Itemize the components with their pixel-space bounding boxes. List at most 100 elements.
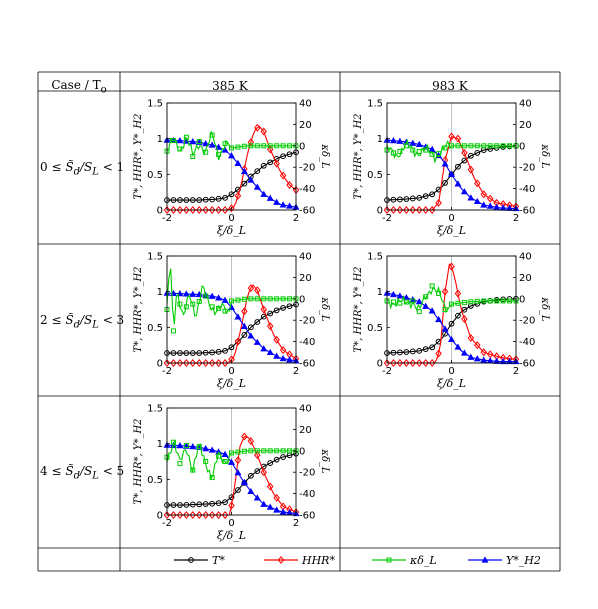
series-marker-T* bbox=[254, 468, 261, 475]
series-marker-HHR* bbox=[215, 359, 222, 367]
series-marker-κδ_L bbox=[481, 298, 487, 304]
series-marker-Y*_H2 bbox=[389, 137, 397, 144]
series-marker-κδ_L bbox=[436, 290, 442, 296]
series-marker-κδ_L bbox=[494, 143, 500, 149]
series-marker-κδ_L bbox=[177, 146, 183, 152]
series-marker-HHR* bbox=[480, 348, 487, 357]
ytick-label: 1 bbox=[157, 134, 163, 145]
series-marker-T* bbox=[183, 197, 190, 203]
series-marker-T* bbox=[202, 196, 209, 203]
header-case-label: Case / T bbox=[51, 78, 101, 92]
series-marker-κδ_L bbox=[423, 294, 429, 300]
series-marker-Y*_H2 bbox=[286, 356, 294, 363]
series-marker-κδ_L bbox=[222, 308, 228, 314]
series-marker-κδ_L bbox=[287, 143, 293, 149]
series-marker-κδ_L bbox=[261, 296, 267, 302]
y2tick-label: -60 bbox=[299, 511, 315, 522]
series-marker-κδ_L bbox=[468, 299, 474, 305]
series-marker-HHR* bbox=[396, 359, 404, 367]
ytick-label: 1.5 bbox=[147, 252, 163, 263]
yaxis-label: T*, HHR*, Y*_H2 bbox=[133, 266, 144, 352]
row-label-0-mid: S̃ bbox=[65, 160, 74, 174]
series-marker-κδ_L bbox=[209, 475, 215, 481]
series-marker-κδ_L bbox=[455, 300, 461, 306]
series-marker-T* bbox=[467, 152, 474, 159]
row-label-1-tail: < 3 bbox=[98, 313, 125, 327]
series-marker-T* bbox=[280, 305, 287, 311]
y2tick-label: -40 bbox=[519, 184, 535, 195]
series-marker-T* bbox=[397, 196, 403, 203]
legend-label-0: T* bbox=[212, 554, 225, 567]
series-marker-Y*_H2 bbox=[448, 335, 455, 343]
row-label-2-pre: 4 ≤ bbox=[40, 464, 66, 478]
legend-label-1: HHR* bbox=[301, 554, 335, 567]
series-marker-κδ_L bbox=[455, 143, 461, 149]
xtick-label: 2 bbox=[293, 518, 299, 529]
series-marker-Y*_H2 bbox=[189, 138, 197, 145]
header-case: Case / To bbox=[38, 78, 120, 95]
series-marker-HHR* bbox=[228, 501, 235, 510]
series-marker-T* bbox=[189, 350, 196, 356]
series-marker-T* bbox=[209, 500, 216, 507]
yaxis-label: T*, HHR*, Y*_H2 bbox=[133, 113, 144, 199]
series-marker-Y*_H2 bbox=[234, 159, 242, 166]
series-marker-κδ_L bbox=[261, 143, 267, 149]
series-marker-Y*_H2 bbox=[415, 298, 423, 305]
series-marker-HHR* bbox=[416, 206, 423, 214]
series-marker-HHR* bbox=[196, 511, 203, 519]
series-marker-HHR* bbox=[403, 359, 410, 367]
xtick-label: -2 bbox=[162, 366, 172, 377]
row-label-2-sub: d bbox=[73, 470, 80, 482]
series-marker-Y*_H2 bbox=[460, 349, 468, 356]
series-marker-Y*_H2 bbox=[448, 170, 455, 177]
row-label-0-tail: < 1 bbox=[98, 160, 125, 174]
series-marker-HHR* bbox=[454, 134, 462, 143]
series-marker-HHR* bbox=[286, 181, 293, 190]
series-marker-Y*_H2 bbox=[467, 194, 475, 201]
ytick-label: 0 bbox=[377, 359, 383, 370]
series-marker-T* bbox=[280, 454, 287, 460]
series-marker-T* bbox=[487, 146, 494, 152]
series-marker-HHR* bbox=[448, 132, 455, 141]
y2tick-label: 20 bbox=[299, 425, 312, 436]
series-marker-κδ_L bbox=[274, 143, 280, 149]
series-marker-κδ_L bbox=[190, 301, 196, 307]
row-label-1-sub2: L bbox=[92, 319, 99, 331]
series-marker-HHR* bbox=[170, 206, 177, 214]
series-marker-Y*_H2 bbox=[253, 494, 261, 501]
y2tick-label: 40 bbox=[299, 404, 312, 415]
xtick-label: 0 bbox=[448, 213, 454, 224]
series-marker-κδ_L bbox=[429, 151, 435, 157]
legend: T* HHR* κδ_L Y*_H2 bbox=[174, 554, 541, 567]
series-marker-T* bbox=[209, 196, 216, 203]
series-marker-κδ_L bbox=[183, 442, 189, 448]
series-marker-T* bbox=[222, 499, 228, 506]
series-marker-HHR* bbox=[474, 179, 481, 188]
series-marker-HHR* bbox=[273, 159, 280, 168]
y2tick-label: 20 bbox=[519, 120, 532, 131]
series-marker-HHR* bbox=[189, 511, 197, 519]
series-marker-HHR* bbox=[241, 432, 248, 441]
series-marker-HHR* bbox=[196, 359, 203, 367]
series-marker-T* bbox=[455, 312, 461, 319]
series-marker-Y*_H2 bbox=[441, 160, 449, 167]
series-marker-T* bbox=[286, 151, 293, 158]
series-marker-Y*_H2 bbox=[428, 145, 436, 152]
y2tick-label: -40 bbox=[299, 489, 315, 500]
series-marker-κδ_L bbox=[274, 448, 280, 454]
y2tick-label: -60 bbox=[519, 206, 535, 217]
legend-label-3: Y*_H2 bbox=[506, 554, 541, 567]
series-marker-Y*_H2 bbox=[273, 352, 281, 359]
row-label-0-post: /S bbox=[79, 160, 93, 174]
series-marker-Y*_H2 bbox=[422, 302, 430, 309]
y2axis-label: κδ_L bbox=[319, 448, 330, 474]
series-marker-κδ_L bbox=[461, 143, 467, 149]
ytick-label: 0.5 bbox=[147, 170, 163, 181]
series-marker-T* bbox=[215, 195, 222, 202]
series-marker-HHR* bbox=[454, 289, 462, 298]
ytick-label: 1 bbox=[157, 287, 163, 298]
series-marker-κδ_L bbox=[170, 137, 176, 143]
row-label-1-mid: S̃ bbox=[65, 313, 74, 327]
series-marker-T* bbox=[267, 159, 274, 166]
